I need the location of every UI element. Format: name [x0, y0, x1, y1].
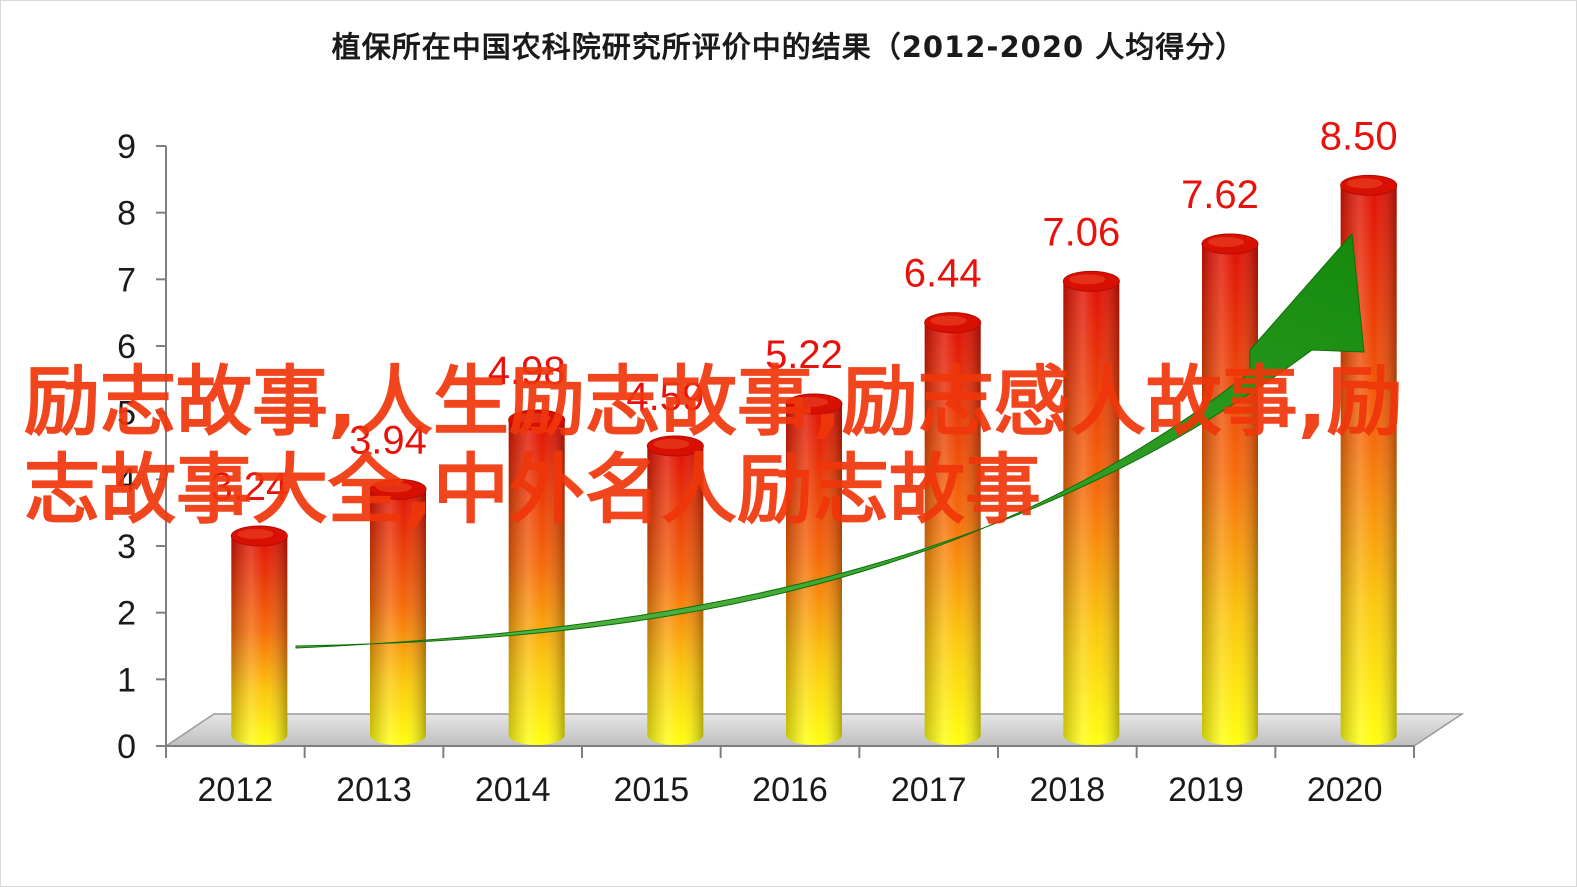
data-labels: 3.24 3.94 4.98 4.59 5.22 6.44 7.06 7.62 8.50 [210, 114, 1397, 509]
data-label-2018: 7.06 [1042, 210, 1120, 254]
data-label-2014: 4.98 [488, 349, 566, 393]
bar-top-highlight [514, 413, 551, 423]
y-tick-label: 2 [117, 595, 136, 633]
axes: 0 1 2 3 4 5 6 7 8 9 2012 2013 2014 2015 2016 2017 2018 20… [117, 128, 1415, 809]
bar-shading [231, 536, 288, 745]
bar-top-highlight [1346, 178, 1383, 189]
x-tick-label: 2016 [752, 771, 828, 809]
bar-top-highlight [1069, 274, 1106, 285]
chart-title: 植保所在中国农科院研究所评价中的结果（2012-2020 人均得分） [331, 30, 1246, 64]
bar-2018 [1062, 270, 1120, 745]
x-tick-label: 2013 [336, 771, 412, 809]
bar-2016 [785, 393, 843, 745]
x-tick-label: 2014 [475, 771, 551, 809]
y-tick-label: 5 [117, 395, 136, 433]
data-label-2020: 8.50 [1320, 114, 1398, 158]
y-tick-label: 3 [117, 528, 136, 566]
bar-shading [647, 446, 704, 745]
y-tick-label: 8 [117, 195, 136, 233]
bar-top-highlight [376, 482, 412, 493]
x-tick-label: 2018 [1030, 771, 1106, 809]
data-label-2013: 3.94 [349, 418, 427, 462]
y-tick-label: 4 [117, 461, 136, 499]
bar-top-highlight [237, 529, 274, 539]
bar-shading [370, 489, 426, 745]
bars [230, 174, 1398, 746]
bar-2014 [508, 409, 566, 745]
data-label-2019: 7.62 [1181, 173, 1259, 217]
bar-2017 [924, 312, 982, 745]
bar-2015 [646, 435, 704, 745]
bar-2013 [369, 478, 427, 745]
y-tick-label: 6 [117, 328, 136, 366]
bar-2019 [1201, 233, 1259, 745]
y-tick-label: 9 [117, 128, 136, 166]
trend-arrow [295, 232, 1365, 649]
bar-shading [508, 420, 565, 745]
data-label-2016: 5.22 [765, 333, 843, 377]
bar-shading [1063, 281, 1120, 745]
bar-2012 [230, 525, 288, 745]
x-tick-label: 2015 [614, 771, 690, 809]
y-tick-label: 7 [117, 261, 136, 299]
y-tick-label: 1 [117, 661, 136, 699]
bar-top-highlight [930, 315, 967, 326]
x-tick-label: 2019 [1168, 771, 1244, 809]
bar-top-highlight [653, 439, 690, 449]
data-label-2012: 3.24 [210, 465, 288, 509]
data-label-2015: 4.59 [626, 375, 704, 419]
x-tick-label: 2017 [891, 771, 967, 809]
y-tick-label: 0 [117, 728, 136, 766]
x-tick-label: 2020 [1307, 771, 1383, 809]
bar-shading [786, 404, 842, 745]
bar-top-highlight [792, 397, 828, 407]
data-label-2017: 6.44 [904, 252, 982, 296]
trend-arrow-shape [295, 232, 1365, 649]
bar-shading [1202, 244, 1258, 745]
x-tick-label: 2012 [198, 771, 274, 809]
bar-shading [924, 322, 981, 745]
bar-top-highlight [1208, 237, 1244, 247]
